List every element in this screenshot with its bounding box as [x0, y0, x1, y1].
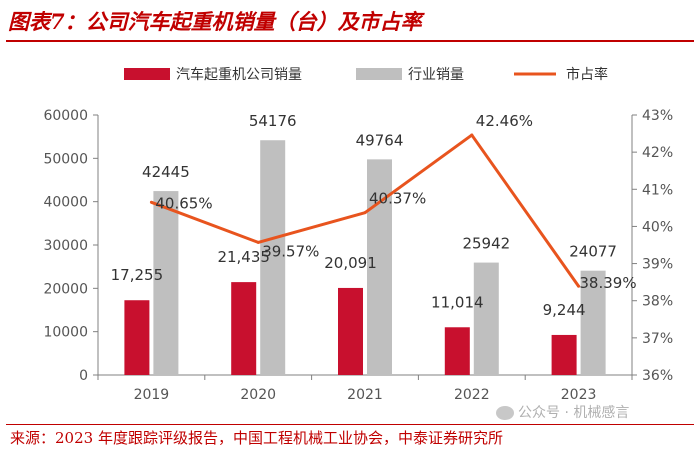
market-share-point	[256, 240, 260, 244]
legend-industry-label: 行业销量	[408, 67, 464, 83]
legend-company-label: 汽车起重机公司销量	[176, 66, 302, 83]
right-axis-tick-label: 41%	[642, 182, 673, 198]
industry-sales-label: 54176	[249, 112, 297, 130]
market-share-point	[470, 133, 474, 137]
left-axis-tick-label: 60000	[43, 108, 88, 124]
legend-industry-swatch	[356, 68, 402, 80]
x-axis-tick-label: 2019	[134, 387, 170, 403]
market-share-point	[149, 200, 153, 204]
company-sales-label: 11,014	[431, 293, 484, 311]
market-share-point	[363, 211, 367, 215]
industry-sales-label: 42445	[142, 163, 190, 181]
industry-sales-label: 25942	[462, 235, 510, 253]
company-sales-label: 9,244	[543, 301, 586, 319]
legend: 汽车起重机公司销量 行业销量 市占率	[124, 66, 608, 83]
left-axis-tick-label: 0	[79, 368, 88, 384]
industry-sales-bar	[260, 140, 286, 375]
data-labels: 17,255 42445 21,435 54176 20,091 49764 11,014 2…	[111, 112, 637, 319]
market-share-label: 40.65%	[155, 194, 212, 212]
x-axis-tick-label: 2021	[347, 387, 383, 403]
right-axis-tick-label: 40%	[642, 219, 673, 235]
left-axis-tick-label: 40000	[43, 195, 88, 211]
industry-sales-bar	[473, 262, 499, 375]
right-axis-tick-label: 42%	[642, 145, 673, 161]
industry-sales-bar	[580, 270, 606, 375]
company-sales-bar	[124, 300, 150, 375]
wechat-logo-icon	[496, 406, 514, 420]
combo-chart: 汽车起重机公司销量 行业销量 市占率 0 10000 20000 30000 40000 50…	[43, 66, 673, 403]
left-axis-tick-label: 30000	[43, 238, 88, 254]
axes: 0 10000 20000 30000 40000 50000 60000 36% 37% 38%…	[43, 108, 673, 403]
company-sales-bar	[231, 282, 257, 375]
market-share-label: 40.37%	[369, 190, 426, 208]
right-axis-tick-label: 36%	[642, 368, 673, 384]
source-note: 来源：2023 年度跟踪评级报告，中国工程机械工业协会，中泰证券研究所	[10, 429, 503, 447]
bars	[124, 140, 606, 375]
industry-sales-label: 49764	[356, 131, 404, 149]
market-share-label: 42.46%	[476, 112, 533, 130]
company-sales-bar	[551, 334, 577, 375]
legend-company-swatch	[124, 68, 170, 80]
right-axis-tick-label: 39%	[642, 257, 673, 273]
source-divider	[6, 424, 694, 425]
x-axis-tick-label: 2023	[561, 387, 597, 403]
company-sales-label: 20,091	[324, 254, 377, 272]
title-divider	[6, 40, 694, 42]
market-share-point	[577, 284, 581, 288]
company-sales-bar	[444, 327, 470, 375]
x-axis-tick-label: 2020	[240, 387, 276, 403]
right-axis-tick-label: 37%	[642, 331, 673, 347]
legend-share-label: 市占率	[566, 66, 608, 83]
left-axis-tick-label: 50000	[43, 151, 88, 167]
company-sales-label: 17,255	[111, 266, 164, 284]
left-axis-tick-label: 20000	[43, 281, 88, 297]
market-share-label: 38.39%	[579, 274, 636, 292]
chart-title: 图表7：公司汽车起重机销量（台）及市占率	[8, 9, 422, 34]
watermark-text: 公众号 · 机械感言	[518, 405, 630, 421]
right-axis-tick-label: 38%	[642, 294, 673, 310]
industry-sales-bar	[153, 191, 179, 375]
share-line-group	[149, 133, 581, 288]
industry-sales-label: 24077	[569, 243, 617, 261]
left-axis-tick-label: 10000	[43, 325, 88, 341]
right-axis-tick-label: 43%	[642, 108, 673, 124]
x-axis-tick-label: 2022	[454, 387, 490, 403]
company-sales-label: 21,435	[217, 248, 270, 266]
company-sales-bar	[338, 287, 363, 375]
market-share-label: 39.57%	[262, 242, 319, 260]
watermark: 公众号 · 机械感言	[496, 402, 629, 422]
